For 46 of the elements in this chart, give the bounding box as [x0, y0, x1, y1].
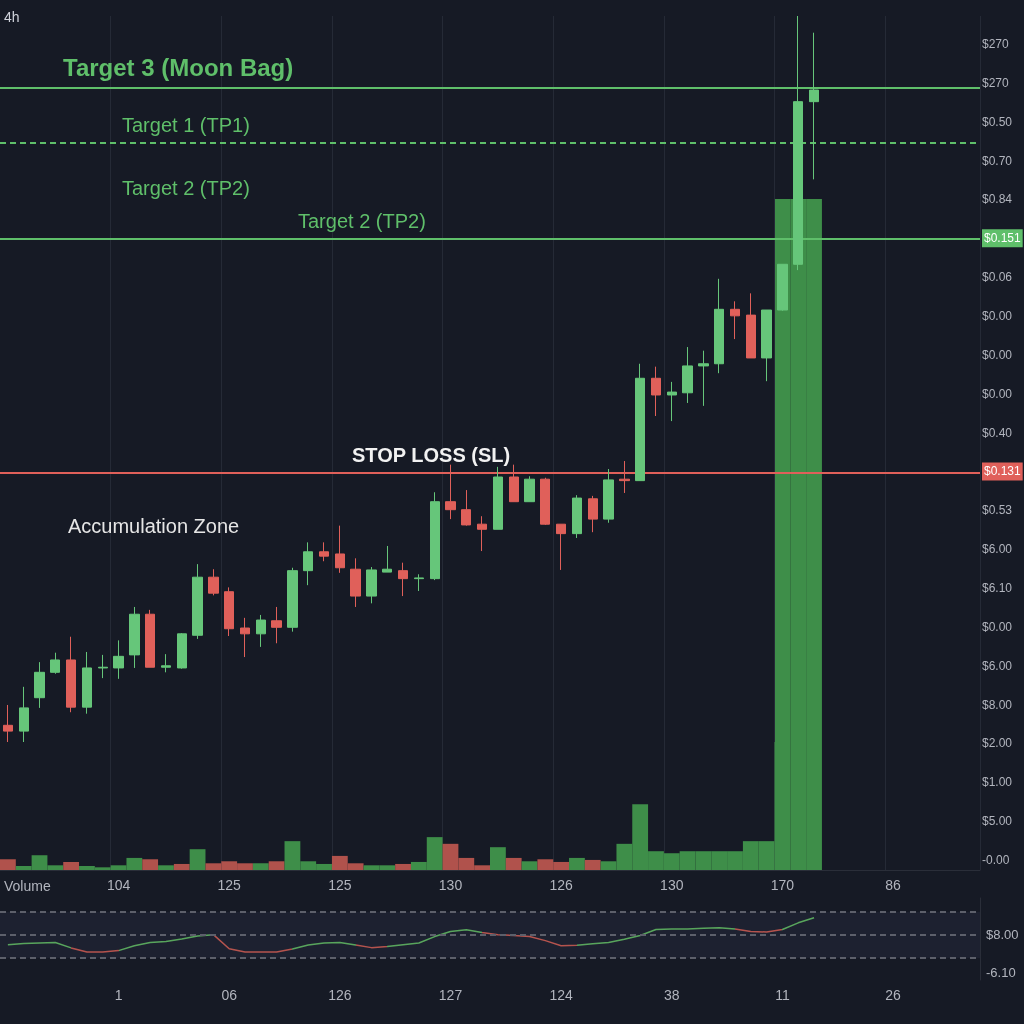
- x-tick-label: 130: [438, 877, 463, 893]
- text: $0.131: [984, 464, 1022, 479]
- text: $270: [982, 37, 1010, 51]
- x-axis-title: Volume: [4, 878, 51, 894]
- text: $5.00: [982, 814, 1013, 829]
- x-tick-label: 86: [885, 877, 902, 893]
- text: $6.10: [982, 581, 1013, 596]
- x-tick-label: 126: [549, 877, 574, 893]
- text: $2.00: [982, 736, 1013, 751]
- text: $0.50: [982, 114, 1013, 129]
- y-tick-label: -6.10: [986, 965, 1016, 981]
- x-tick-label: 127: [438, 987, 463, 1003]
- text: $6.00: [982, 658, 1013, 673]
- x-tick-label: 1: [114, 987, 123, 1003]
- x-tick-label: 124: [549, 987, 574, 1003]
- ref-line-label: STOP LOSS (SL): [352, 443, 511, 466]
- text: $6.00: [982, 542, 1013, 557]
- x-tick-label: 125: [328, 877, 352, 893]
- text: $270: [982, 75, 1010, 90]
- annotation: Target 2 (TP2): [122, 177, 250, 199]
- text: -0.00: [982, 853, 1010, 868]
- ref-line-label: Target 1 (TP1): [122, 114, 250, 137]
- x-tick-label: 104: [106, 877, 131, 893]
- annotation: Accumulation Zone: [68, 515, 240, 537]
- text: $0.00: [982, 386, 1013, 401]
- x-tick-label: 170: [770, 877, 795, 893]
- text: $0.70: [982, 153, 1013, 168]
- text: $0.151: [984, 231, 1022, 246]
- x-tick-label: 125: [217, 877, 242, 893]
- x-tick-label: 126: [328, 987, 352, 1003]
- x-tick-label: 26: [885, 987, 902, 1003]
- text: $0.00: [982, 619, 1013, 634]
- x-tick-label: 130: [660, 877, 684, 893]
- text: $0.06: [982, 270, 1013, 285]
- ref-line-label: Target 2 (TP2): [298, 209, 426, 232]
- text: $0.00: [982, 347, 1013, 362]
- x-tick-label: 11: [775, 987, 790, 1003]
- ref-line-label: Target 3 (Moon Bag): [63, 54, 294, 82]
- text: $0.00: [982, 309, 1013, 324]
- x-tick-label: 38: [663, 987, 680, 1003]
- text: $0.84: [982, 192, 1013, 207]
- chart-title: 4h: [4, 9, 20, 25]
- text: $0.53: [982, 503, 1013, 518]
- x-tick-label: 06: [221, 987, 238, 1003]
- text: $0.40: [982, 425, 1013, 440]
- text: $1.00: [982, 775, 1013, 790]
